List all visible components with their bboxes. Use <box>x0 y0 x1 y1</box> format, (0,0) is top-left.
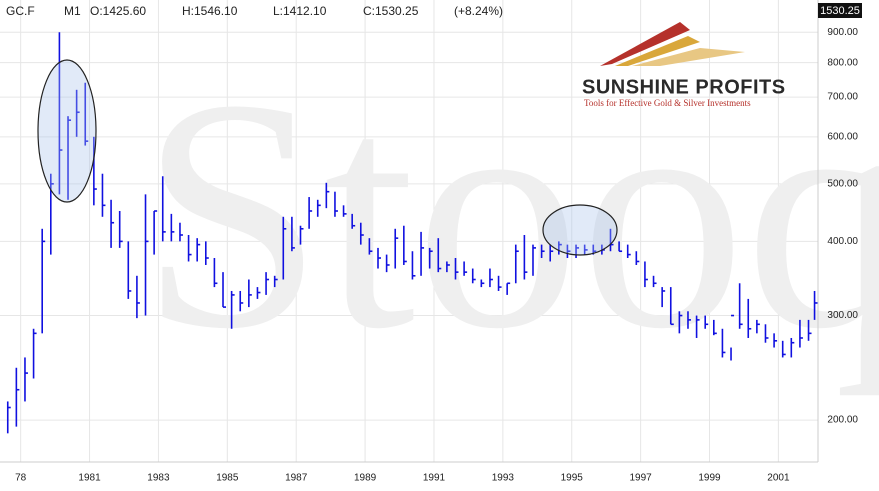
x-tick-label: 78 <box>15 473 27 484</box>
x-tick-label: 1981 <box>78 473 101 484</box>
symbol: GC.F <box>6 4 35 18</box>
x-tick-label: 2001 <box>767 473 790 484</box>
y-tick-label: 300.00 <box>827 310 858 321</box>
x-tick-label: 1997 <box>629 473 652 484</box>
x-tick-label: 1983 <box>147 473 170 484</box>
y-tick-label: 900.00 <box>827 27 858 38</box>
logo-swoosh <box>600 22 690 66</box>
y-tick-label: 500.00 <box>827 178 858 189</box>
y-tick-label: 600.00 <box>827 131 858 142</box>
y-tick-label: 700.00 <box>827 92 858 103</box>
x-tick-label: 1987 <box>285 473 308 484</box>
logo: SUNSHINE PROFITS Tools for Effective Gol… <box>582 22 786 108</box>
price-box <box>818 3 862 18</box>
logo-swoosh <box>632 48 745 66</box>
x-tick-label: 1999 <box>698 473 721 484</box>
open: O:1425.60 <box>90 4 146 18</box>
x-tick-label: 1995 <box>561 473 584 484</box>
change: (+8.24%) <box>454 4 503 18</box>
x-tick-label: 1993 <box>492 473 515 484</box>
interval: M1 <box>64 4 81 18</box>
close: C:1530.25 <box>363 4 419 18</box>
bars <box>6 32 818 434</box>
x-tick-label: 1991 <box>423 473 446 484</box>
x-tick-label: 1985 <box>216 473 239 484</box>
watermark: Stooq <box>140 32 879 397</box>
y-tick-label: 200.00 <box>827 415 858 426</box>
high: H:1546.10 <box>182 4 238 18</box>
annotation-ellipse <box>37 59 97 203</box>
header: GC.F M1 O:1425.60 H:1546.10 L:1412.10 C:… <box>6 4 503 18</box>
logo-swoosh <box>615 36 700 66</box>
logo-tagline: Tools for Effective Gold & Silver Invest… <box>584 98 751 108</box>
annotation-ellipse <box>542 204 618 256</box>
x-tick-label: 1989 <box>354 473 377 484</box>
grid <box>0 0 818 462</box>
last-price: 1530.25 <box>820 5 860 17</box>
low: L:1412.10 <box>273 4 327 18</box>
y-tick-label: 400.00 <box>827 236 858 247</box>
y-tick-label: 800.00 <box>827 57 858 68</box>
logo-name: SUNSHINE PROFITS <box>582 76 786 98</box>
